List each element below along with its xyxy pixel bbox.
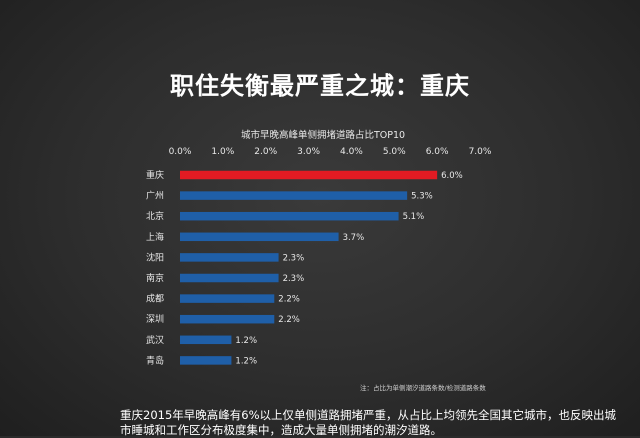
value-label: 5.1% [403, 212, 425, 222]
bar [180, 253, 279, 262]
x-tick-label: 3.0% [297, 147, 320, 157]
category-label: 深圳 [146, 314, 164, 325]
value-label: 5.3% [411, 192, 433, 202]
category-label: 成都 [146, 293, 164, 305]
page-title: 职住失衡最严重之城：重庆 [170, 72, 470, 100]
value-label: 3.7% [343, 233, 365, 243]
x-tick-label: 1.0% [211, 147, 234, 157]
bar [180, 335, 232, 345]
bar [180, 273, 279, 283]
bar [180, 232, 339, 242]
chart-note: 注：占比为单侧潮汐道路条数/检测道路条数 [360, 383, 486, 392]
category-label: 重庆 [146, 169, 164, 181]
x-tick-label: 6.0% [426, 147, 449, 157]
x-tick-label: 5.0% [383, 147, 406, 157]
value-label: 2.2% [278, 295, 300, 305]
value-label: 6.0% [441, 171, 463, 181]
bar [180, 191, 408, 200]
bar [180, 356, 232, 365]
x-tick-label: 4.0% [340, 147, 363, 157]
category-label: 广州 [146, 190, 164, 202]
value-label: 2.3% [283, 253, 305, 263]
value-label: 1.2% [235, 336, 257, 346]
caption-text: 重庆2015年早晚高峰有6%以上仅单侧道路拥堵严重，从占比上均领先全国其它城市，… [120, 408, 617, 437]
x-axis-ticks: 0.0% 1.0% 2.0% 3.0% 4.0% 5.0% 6.0% 7.0% [169, 147, 492, 157]
x-tick-label: 2.0% [254, 147, 277, 157]
bar [180, 211, 399, 221]
x-tick-label: 0.0% [169, 147, 192, 157]
category-label: 武汉 [146, 334, 164, 346]
chart-title: 城市早晚高峰单侧拥堵道路占比TOP10 [241, 129, 405, 141]
category-label: 沈阳 [146, 251, 164, 263]
bar-chart: 城市早晚高峰单侧拥堵道路占比TOP10 0.0% 1.0% 2.0% 3.0% 4.0%… [146, 129, 492, 392]
value-label: 1.2% [235, 356, 257, 366]
category-label: 南京 [146, 272, 164, 284]
category-label: 北京 [146, 210, 164, 222]
value-label: 2.3% [283, 274, 305, 284]
x-tick-label: 7.0% [469, 147, 492, 157]
bar [180, 314, 275, 324]
bar [180, 294, 275, 303]
category-label: 青岛 [146, 354, 164, 366]
bars: 重庆 6.0% 广州 5.3% 北京 5.1% 上海 3.7% 沈阳 2.3% 南京 2.3% 成都 2.… [146, 169, 463, 366]
category-label: 上海 [146, 231, 164, 243]
bar [180, 170, 438, 180]
value-label: 2.2% [278, 315, 300, 325]
